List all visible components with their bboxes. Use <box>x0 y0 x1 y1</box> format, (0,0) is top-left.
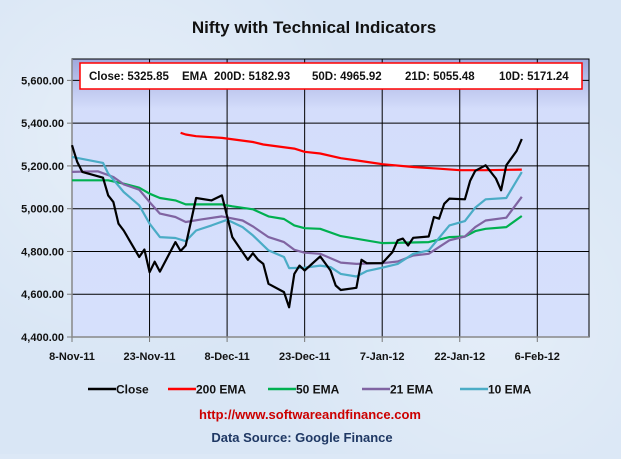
legend-item: 21 EMA <box>362 383 434 397</box>
website-link[interactable]: http://www.softwareandfinance.com <box>199 407 421 422</box>
info-21d: 21D: 5055.48 <box>405 71 475 83</box>
y-tick-label: 4,400.00 <box>21 332 64 344</box>
x-tick-label: 8-Nov-11 <box>49 351 95 363</box>
series-line-10-ema <box>71 155 523 278</box>
legend-item: Close <box>88 383 149 397</box>
x-tick-label: 7-Jan-12 <box>360 351 405 363</box>
info-ema: EMA <box>182 71 208 83</box>
legend-item: 200 EMA <box>168 383 246 397</box>
x-tick-label: 6-Feb-12 <box>515 351 560 363</box>
x-tick-label: 23-Nov-11 <box>124 351 176 363</box>
legend-label: 10 EMA <box>488 383 532 397</box>
y-tick-label: 5,600.00 <box>21 75 64 87</box>
legend-label: 21 EMA <box>390 383 434 397</box>
series-line-21-ema <box>71 170 523 265</box>
legend-item: 10 EMA <box>460 383 532 397</box>
series-lines <box>70 131 523 309</box>
legend: Close 200 EMA 50 EMA 21 EMA 10 EMA <box>88 383 532 397</box>
series-line-close <box>70 138 523 309</box>
legend-item: 50 EMA <box>268 383 340 397</box>
x-axis: 8-Nov-11 23-Nov-11 8-Dec-11 23-Dec-11 7-Jan-… <box>49 336 589 363</box>
y-tick-label: 5,000.00 <box>21 204 64 216</box>
chart-title: Nifty with Technical Indicators <box>192 18 436 37</box>
legend-label: Close <box>116 383 149 397</box>
y-tick-label: 5,400.00 <box>21 118 64 130</box>
info-200d: 200D: 5182.93 <box>214 71 290 83</box>
y-tick-label: 4,800.00 <box>21 246 64 258</box>
y-tick-label: 5,200.00 <box>21 161 64 173</box>
info-10d: 10D: 5171.24 <box>499 71 569 83</box>
info-close: Close: 5325.85 <box>89 71 170 83</box>
x-tick-label: 22-Jan-12 <box>434 351 485 363</box>
y-axis: 4,400.00 4,600.00 4,800.00 5,000.00 5,200.00… <box>21 59 73 344</box>
x-tick-label: 8-Dec-11 <box>204 351 249 363</box>
y-tick-label: 4,600.00 <box>21 289 64 301</box>
data-source: Data Source: Google Finance <box>211 430 392 445</box>
legend-label: 50 EMA <box>296 383 340 397</box>
legend-label: 200 EMA <box>196 383 246 397</box>
x-tick-label: 23-Dec-11 <box>279 351 330 363</box>
info-box: Close: 5325.85 EMA 200D: 5182.93 50D: 49… <box>79 62 583 90</box>
info-50d: 50D: 4965.92 <box>312 71 382 83</box>
series-line-200-ema <box>180 131 522 172</box>
